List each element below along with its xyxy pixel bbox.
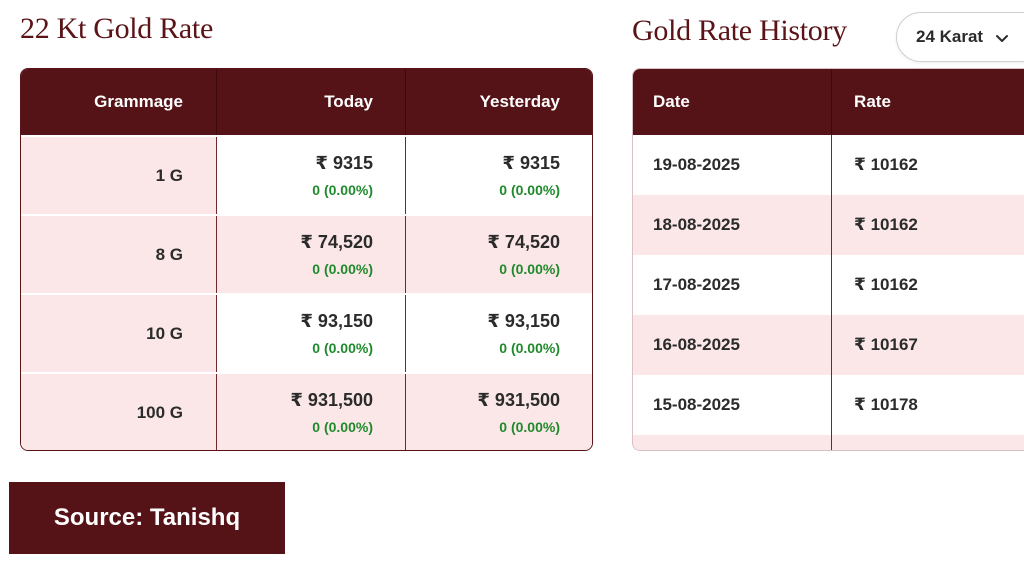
table-row: 15-08-2025 ₹ 10178: [633, 375, 1024, 435]
table-row: 10 G ₹ 93,150 0 (0.00%) ₹ 93,150 0 (0.00…: [21, 293, 592, 372]
grammage-cell: 10 G: [21, 295, 216, 372]
grammage-cell: 100 G: [21, 374, 216, 450]
yesterday-price: ₹ 931,500: [477, 390, 560, 410]
gold-rate-table: Grammage Today Yesterday 1 G ₹ 9315 0 (0…: [20, 68, 593, 451]
yesterday-price: ₹ 74,520: [487, 232, 560, 252]
today-change: 0 (0.00%): [312, 340, 373, 356]
rate-cell: ₹ 10178: [831, 375, 1024, 435]
today-change: 0 (0.00%): [312, 261, 373, 277]
today-price: ₹ 74,520: [300, 232, 373, 252]
yesterday-cell: ₹ 93,150 0 (0.00%): [405, 295, 592, 372]
table-row: 8 G ₹ 74,520 0 (0.00%) ₹ 74,520 0 (0.00%…: [21, 214, 592, 293]
yesterday-cell: ₹ 931,500 0 (0.00%): [405, 374, 592, 450]
table-row: 17-08-2025 ₹ 10162: [633, 255, 1024, 315]
source-label: Source: Tanishq: [9, 482, 285, 554]
gold-rate-history-title: Gold Rate History: [632, 14, 847, 47]
rate-cell: ₹ 10162: [831, 255, 1024, 315]
today-cell: ₹ 93,150 0 (0.00%): [216, 295, 405, 372]
header-rate: Rate: [831, 69, 1024, 135]
table-header: Date Rate: [633, 69, 1024, 135]
yesterday-cell: ₹ 9315 0 (0.00%): [405, 137, 592, 214]
today-cell: ₹ 931,500 0 (0.00%): [216, 374, 405, 450]
today-price: ₹ 9315: [315, 153, 373, 173]
yesterday-price: ₹ 9315: [502, 153, 560, 173]
today-price: ₹ 931,500: [290, 390, 373, 410]
grammage-cell: 8 G: [21, 216, 216, 293]
today-change: 0 (0.00%): [312, 182, 373, 198]
chevron-down-icon: [995, 30, 1009, 44]
table-row: 16-08-2025 ₹ 10167: [633, 315, 1024, 375]
date-cell: 19-08-2025: [653, 155, 740, 174]
table-row: 100 G ₹ 931,500 0 (0.00%) ₹ 931,500 0 (0…: [21, 372, 592, 450]
table-row-partial: [633, 435, 1024, 450]
rate-cell: ₹ 10162: [831, 195, 1024, 255]
yesterday-change: 0 (0.00%): [499, 419, 560, 435]
rate-cell: ₹ 10162: [831, 135, 1024, 195]
yesterday-change: 0 (0.00%): [499, 340, 560, 356]
date-cell: 17-08-2025: [653, 275, 740, 294]
table-row: 18-08-2025 ₹ 10162: [633, 195, 1024, 255]
header-today: Today: [216, 69, 405, 135]
today-cell: ₹ 74,520 0 (0.00%): [216, 216, 405, 293]
date-cell: 18-08-2025: [653, 215, 740, 234]
today-change: 0 (0.00%): [312, 419, 373, 435]
karat-select[interactable]: 24 Karat: [896, 12, 1024, 62]
table-header: Grammage Today Yesterday: [21, 69, 592, 135]
yesterday-change: 0 (0.00%): [499, 261, 560, 277]
gold-rate-history-table[interactable]: Date Rate 19-08-2025 ₹ 10162 18-08-2025 …: [632, 68, 1024, 451]
header-grammage: Grammage: [94, 92, 183, 111]
table-row: 19-08-2025 ₹ 10162: [633, 135, 1024, 195]
header-date: Date: [653, 92, 690, 111]
rate-cell: ₹ 10167: [831, 315, 1024, 375]
grammage-cell: 1 G: [21, 137, 216, 214]
date-cell: 15-08-2025: [653, 395, 740, 414]
gold-rate-title: 22 Kt Gold Rate: [20, 12, 213, 45]
date-cell: 16-08-2025: [653, 335, 740, 354]
today-price: ₹ 93,150: [300, 311, 373, 331]
yesterday-cell: ₹ 74,520 0 (0.00%): [405, 216, 592, 293]
karat-select-value: 24 Karat: [916, 27, 984, 46]
table-row: 1 G ₹ 9315 0 (0.00%) ₹ 9315 0 (0.00%): [21, 135, 592, 214]
yesterday-change: 0 (0.00%): [499, 182, 560, 198]
yesterday-price: ₹ 93,150: [487, 311, 560, 331]
header-yesterday: Yesterday: [405, 69, 592, 135]
today-cell: ₹ 9315 0 (0.00%): [216, 137, 405, 214]
